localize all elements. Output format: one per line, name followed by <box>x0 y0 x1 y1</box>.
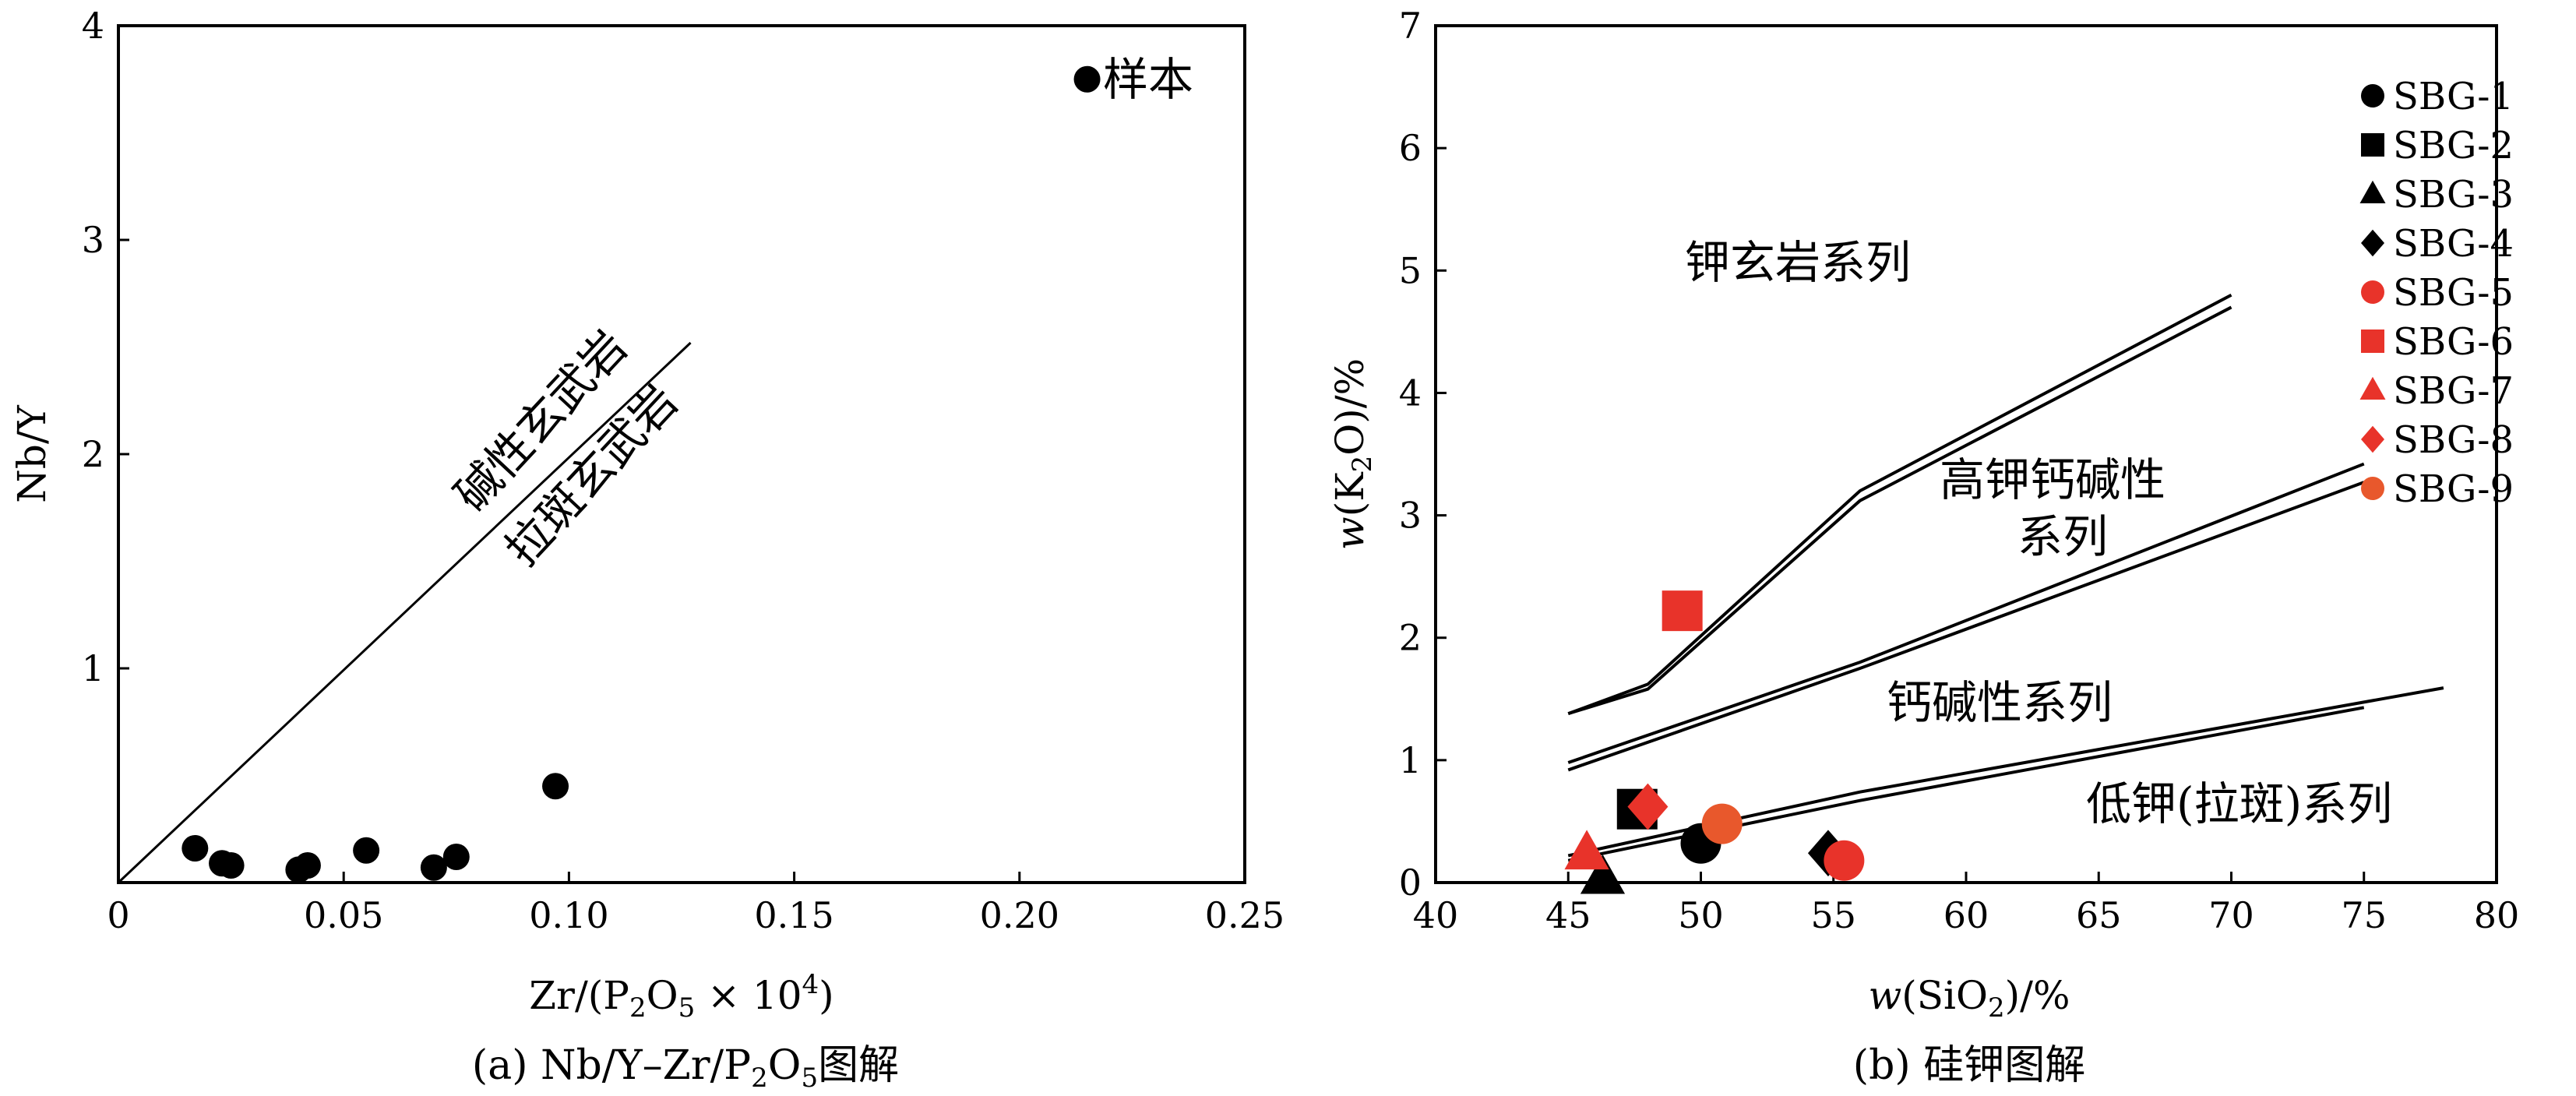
panel-a-y-tick-label: 3 <box>82 219 104 261</box>
panel-a-y-axis-label: Nb/Y <box>9 404 55 503</box>
panel-b-boundary-highk-lower <box>1567 481 2365 772</box>
panel-b-x-tick-label: 50 <box>1678 894 1724 936</box>
panel-b-legend-label-sbg-8: SBG-8 <box>2393 418 2514 462</box>
panel-b-legend-marker-sbg-9 <box>2361 477 2384 500</box>
panel-a-y-ticks: 1 2 3 4 <box>82 5 129 689</box>
panel-a-caption: (a) Nb/Y–Zr/P2O5图解 <box>472 1042 899 1094</box>
panel-b-y-axis-label: w(K2O)/% <box>1327 358 1378 550</box>
panel-b-x-tick-label: 70 <box>2208 894 2254 936</box>
panel-a-plot-frame <box>117 24 1246 884</box>
panel-b-point-sbg-9 <box>1701 803 1743 844</box>
panel-a-sample-point <box>442 844 470 870</box>
panel-b-boundary-shoshonite-upper <box>1567 293 2232 716</box>
panel-b-point-sbg-6 <box>1662 590 1703 632</box>
panel-a-sample-point <box>294 852 321 879</box>
panel-a-divider-line <box>117 341 692 884</box>
panel-b-y-tick-label: 1 <box>1399 739 1422 781</box>
panel-b-legend-label-sbg-6: SBG-6 <box>2393 320 2514 364</box>
panel-a-x-axis-label: Zr/(P2O5 × 104) <box>529 969 833 1024</box>
panel-b-point-sbg-8 <box>1627 783 1669 830</box>
panel-b-point-sbg-3 <box>1580 854 1626 894</box>
panel-a-sample-point <box>181 835 209 862</box>
panel-b-boundary-lowk-upper <box>1567 686 2444 858</box>
panel-b-points <box>1564 590 1865 894</box>
panel-b-legend-marker-sbg-4 <box>2361 229 2384 257</box>
panel-a-x-tick-label: 0.20 <box>980 894 1059 936</box>
panel-b-legend-label-sbg-1: SBG-1 <box>2393 75 2514 118</box>
panel-a-sample-point <box>217 852 245 879</box>
panel-b-boundary-lowk-lower <box>1567 706 2365 862</box>
panel-a-x-tick-label: 0.15 <box>754 894 833 936</box>
panel-b-boundary-shoshonite-lower <box>1567 305 2232 716</box>
panel-a-legend: 样本 <box>1073 53 1193 106</box>
panel-a-y-tick-label: 2 <box>82 433 104 475</box>
panel-b-y-tick-label: 4 <box>1399 372 1422 414</box>
panel-b-legend-marker-sbg-5 <box>2361 280 2384 304</box>
panel-b-point-sbg-5 <box>1824 840 1865 881</box>
panel-b-x-tick-label: 45 <box>1545 894 1591 936</box>
panel-a-x-ticks: 0 0.05 0.10 0.15 0.20 0.25 <box>107 872 1284 936</box>
panel-b-y-tick-label: 3 <box>1399 495 1422 537</box>
panel-b-field-label-shoshonite: 钾玄岩系列 <box>1685 236 1911 289</box>
panel-b-y-tick-label: 5 <box>1399 249 1422 291</box>
panel-a-x-tick-label: 0 <box>107 894 129 936</box>
panel-b-field-label-high-k-2: 系列 <box>2017 510 2108 563</box>
panel-b-x-tick-label: 60 <box>1943 894 1989 936</box>
panel-b-x-tick-label: 65 <box>2076 894 2122 936</box>
panel-b-field-label-calc-alkaline: 钙碱性系列 <box>1887 676 2113 729</box>
panel-b-legend-marker-sbg-8 <box>2361 425 2384 453</box>
panel-b-legend-marker-sbg-1 <box>2361 84 2384 107</box>
panel-b-y-tick-label: 0 <box>1399 862 1422 904</box>
panel-b-legend-label-sbg-9: SBG-9 <box>2393 467 2514 511</box>
panel-a-points <box>181 773 569 883</box>
panel-a-x-tick-label: 0.25 <box>1205 894 1284 936</box>
panel-a-sample-point <box>353 837 380 864</box>
panel-a-x-tick-label: 0.05 <box>304 894 383 936</box>
panel-b-legend-label-sbg-5: SBG-5 <box>2393 271 2514 315</box>
panel-a-y-tick-label: 4 <box>82 5 104 47</box>
panel-b-boundary-lines <box>1567 293 2444 862</box>
panel-b-field-label-high-k-1: 高钾钙碱性 <box>1940 453 2165 506</box>
panel-b-point-sbg-7 <box>1564 830 1609 870</box>
panel-b-y-tick-label: 6 <box>1399 127 1422 169</box>
panel-b-x-tick-label: 80 <box>2474 894 2520 936</box>
panel-a-x-tick-label: 0.10 <box>529 894 608 936</box>
panel-b-legend-label-sbg-2: SBG-2 <box>2393 124 2514 167</box>
panel-b-caption: (b) 硅钾图解 <box>1853 1042 2085 1089</box>
panel-b-x-tick-label: 40 <box>1413 894 1459 936</box>
panel-b-legend-label-sbg-7: SBG-7 <box>2393 369 2514 413</box>
panel-b-x-tick-label: 55 <box>1810 894 1856 936</box>
panel-a-sample-point <box>542 773 569 800</box>
panel-b-legend-label-sbg-4: SBG-4 <box>2393 222 2514 266</box>
panel-a-y-tick-label: 1 <box>82 647 104 689</box>
panel-b-x-axis-label: w(SiO2)/% <box>1868 973 2070 1024</box>
panel-b-x-ticks: 40 45 50 55 60 65 70 75 80 <box>1413 872 2520 936</box>
panel-b-legend-marker-sbg-6 <box>2361 330 2384 353</box>
panel-b-legend: SBG-1 SBG-2 SBG-3 SBG-4 SBG-5 SBG-6 SBG-7 SBG-8… <box>2359 75 2514 511</box>
panel-b-y-tick-label: 2 <box>1399 617 1422 659</box>
panel-b-boundary-highk-upper <box>1567 462 2365 764</box>
panel-a-sample-point <box>420 854 447 881</box>
panel-b-legend-marker-sbg-3 <box>2359 180 2386 203</box>
panel-b-field-label-low-k: 低钾(拉斑)系列 <box>2086 777 2392 830</box>
panel-b-legend-label-sbg-3: SBG-3 <box>2393 173 2514 217</box>
panel-b-x-tick-label: 75 <box>2341 894 2387 936</box>
panel-b-y-ticks: 0 1 2 3 4 5 6 7 <box>1399 5 1447 904</box>
panel-a-legend-marker <box>1073 65 1101 93</box>
panel-b-y-tick-label: 7 <box>1399 5 1422 47</box>
panel-b-legend-marker-sbg-7 <box>2359 376 2386 400</box>
panel-a-legend-label: 样本 <box>1103 53 1193 106</box>
panel-b-legend-marker-sbg-2 <box>2361 133 2384 157</box>
